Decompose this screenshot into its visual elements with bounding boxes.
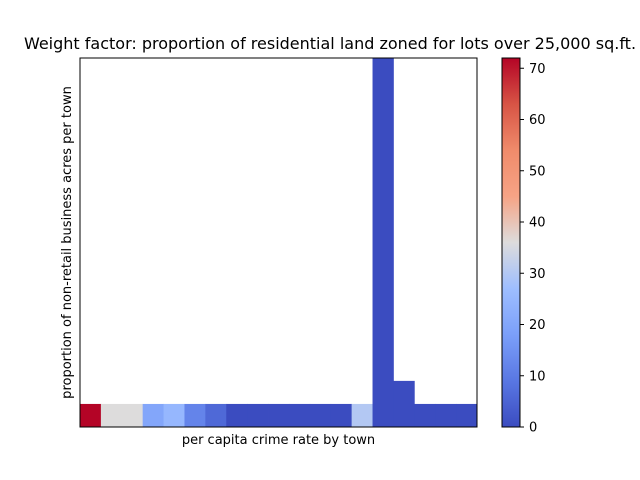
heatmap-cell: [184, 403, 206, 427]
heatmap-cells: [80, 58, 478, 428]
heatmap-cell: [247, 403, 269, 427]
heatmap-cell: [309, 403, 332, 427]
colorbar-tick-label: 70: [529, 62, 546, 77]
heatmap-cell: [435, 403, 457, 427]
heatmap-cell: [80, 403, 102, 427]
colorbar-tick-label: 0: [529, 421, 537, 436]
heatmap-cell: [268, 403, 290, 427]
colorbar-tick-label: 10: [529, 369, 546, 384]
colorbar-tick-label: 30: [529, 267, 546, 282]
heatmap-cell: [100, 403, 123, 427]
heatmap-cell: [393, 380, 415, 428]
colorbar-tick-label: 40: [529, 216, 546, 231]
colorbar-tick-label: 60: [529, 113, 546, 128]
heatmap-cell: [414, 403, 436, 427]
heatmap-cell: [288, 403, 311, 427]
chart-title: Weight factor: proportion of residential…: [24, 34, 636, 53]
heatmap-cell: [330, 403, 353, 427]
heatmap-cell: [226, 403, 248, 427]
heatmap-cell: [351, 403, 373, 427]
heatmap-cell: [372, 58, 394, 427]
colorbar-ticks: 0 10 20 30 40 50 60 70: [520, 62, 546, 436]
heatmap-cell: [456, 403, 478, 427]
x-axis-label: per capita crime rate by town: [182, 433, 375, 448]
plot-frame: [79, 57, 478, 428]
heatmap-cell: [205, 403, 227, 427]
heatmap-cell: [121, 403, 144, 427]
heatmap-cell: [163, 403, 185, 427]
y-axis-label: proportion of non-retail business acres …: [60, 86, 75, 399]
colorbar-tick-label: 20: [529, 318, 546, 333]
colorbar-tick-label: 50: [529, 164, 546, 179]
heatmap-cell: [142, 403, 164, 427]
colorbar: [501, 57, 521, 428]
